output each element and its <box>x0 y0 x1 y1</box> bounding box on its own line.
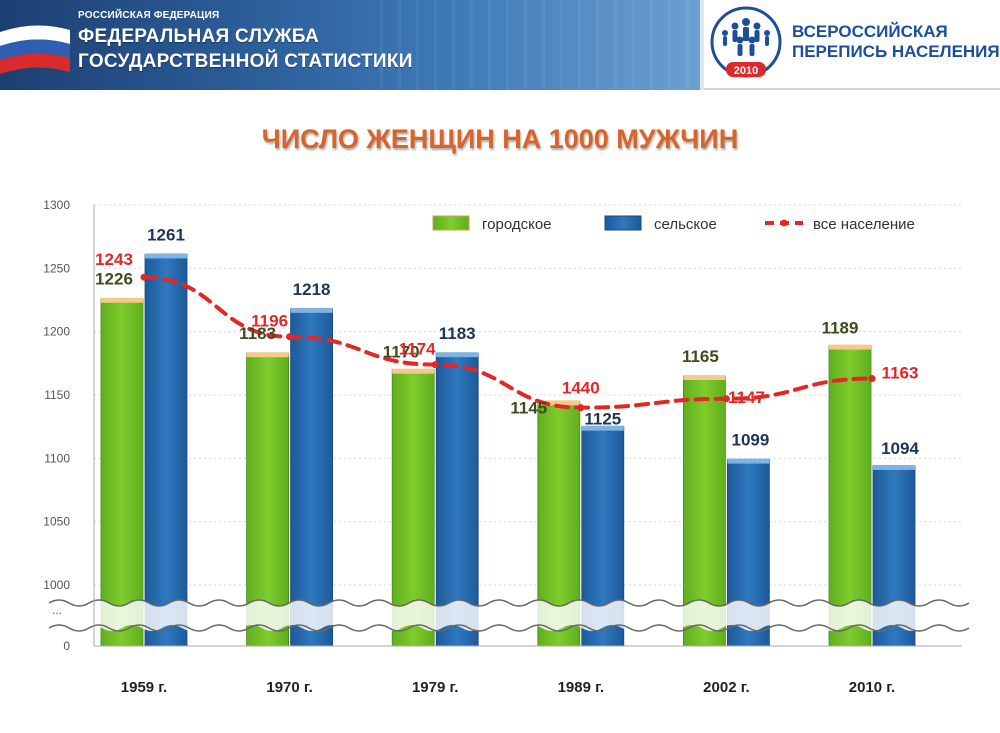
agency-country: РОССИЙСКАЯ ФЕДЕРАЦИЯ <box>78 10 220 21</box>
bar-urban-cap <box>537 400 580 406</box>
bar-urban <box>100 298 144 647</box>
data-label-total: 1163 <box>882 364 919 383</box>
legend-label-rural: сельское <box>654 216 717 233</box>
bar-urban <box>828 345 872 647</box>
data-label-rural: 1099 <box>731 431 769 450</box>
data-label-rural: 1094 <box>881 439 919 458</box>
x-tick-label: 2002 г. <box>703 679 749 696</box>
census-title-line2: ПЕРЕПИСЬ НАСЕЛЕНИЯ <box>792 42 1000 61</box>
data-label-urban: 1226 <box>95 270 133 289</box>
point-total-population <box>431 361 439 369</box>
axis-break-band <box>42 600 969 631</box>
point-total-population <box>577 404 585 412</box>
bar-rural-cap <box>581 425 624 431</box>
y-tick-label: 1000 <box>43 578 70 592</box>
y-tick-label: 1300 <box>43 198 70 212</box>
data-label-rural: 1218 <box>293 280 331 299</box>
bar-rural-cap <box>290 307 333 313</box>
data-label-total: 1243 <box>95 250 133 269</box>
header: РОССИЙСКАЯ ФЕДЕРАЦИЯ ФЕДЕРАЛЬНАЯ СЛУЖБА … <box>0 0 1000 90</box>
x-tick-label: 1989 г. <box>558 679 604 696</box>
bar-urban-cap <box>829 344 871 350</box>
legend-marker-total <box>780 219 788 227</box>
y-tick-label: 1250 <box>43 261 70 275</box>
bar-rural-cap <box>873 464 915 470</box>
x-tick-label: 2010 г. <box>849 679 895 696</box>
line-total-population <box>142 275 874 410</box>
census-banner: 2010 ВСЕРОССИЙСКАЯ ПЕРЕПИСЬ НАСЕЛЕНИЯ <box>704 0 1000 90</box>
data-label-urban: 1170 <box>383 343 420 362</box>
bar-urban-cap <box>392 368 435 374</box>
census-logo-icon: 2010 <box>710 6 782 78</box>
agency-name-line2: ГОСУДАРСТВЕННОЙ СТАТИСТИКИ <box>78 51 413 72</box>
banner-background-pattern <box>380 0 700 90</box>
point-total-population <box>286 333 294 341</box>
bar-urban-cap <box>246 352 289 358</box>
bar-rural <box>435 352 479 647</box>
bar-rural <box>290 308 334 647</box>
y-tick-label: 1200 <box>43 325 70 339</box>
bar-rural-cap <box>145 253 187 259</box>
legend-swatch-rural <box>604 215 642 231</box>
y-tick-label: 1150 <box>44 388 70 402</box>
banner-divider <box>700 0 704 90</box>
bar-rural <box>144 254 188 647</box>
chart-area: ... 1300 1250 1200 1150 1100 1050 1000 0 1959 г… <box>42 198 970 696</box>
data-label-total: 1440 <box>562 379 600 398</box>
point-total-population <box>868 375 876 383</box>
bar-urban-cap <box>101 297 143 303</box>
x-tick-label: 1970 г. <box>266 679 312 696</box>
data-label-urban: 1183 <box>239 324 276 343</box>
x-tick-label: 1959 г. <box>121 679 167 696</box>
data-label-urban: 1189 <box>822 319 859 338</box>
data-label-urban: 1165 <box>682 347 719 366</box>
data-label-rural: 1261 <box>147 225 185 244</box>
data-label-total: 1147 <box>728 388 765 407</box>
data-label-total: 1174 <box>399 340 436 359</box>
legend-label-urban: городское <box>482 216 552 233</box>
y-tick-label: 1050 <box>43 515 70 529</box>
russian-flag-icon <box>0 25 70 74</box>
point-total-population <box>140 273 148 281</box>
axis-break-marker: ... <box>52 603 62 617</box>
y-tick-label: 0 <box>63 639 70 653</box>
axis-break-line <box>48 599 970 607</box>
census-year: 2010 <box>734 65 758 77</box>
bar-urban <box>391 369 435 647</box>
data-label-rural: 1125 <box>584 410 621 429</box>
bar-rural-cap <box>727 458 770 464</box>
census-title-line1: ВСЕРОССИЙСКАЯ <box>792 22 948 41</box>
point-total-population <box>722 395 730 403</box>
data-label-total: 1196 <box>251 312 288 331</box>
legend-label-total: все население <box>813 216 915 233</box>
data-label-rural: 1183 <box>439 324 476 343</box>
x-tick-label: 1979 г. <box>412 679 458 696</box>
axis-break-line <box>48 624 970 632</box>
bar-urban <box>246 352 290 647</box>
bar-urban-cap <box>683 375 726 380</box>
y-tick-label: 1100 <box>44 451 70 465</box>
bar-rural-cap <box>436 352 479 358</box>
chart-title: ЧИСЛО ЖЕНЩИН НА 1000 МУЖЧИН <box>261 124 739 154</box>
data-label-urban: 1145 <box>510 398 547 417</box>
agency-name-line1: ФЕДЕРАЛЬНАЯ СЛУЖБА <box>78 26 320 47</box>
legend-swatch-urban <box>432 215 470 231</box>
rosstat-banner: РОССИЙСКАЯ ФЕДЕРАЦИЯ ФЕДЕРАЛЬНАЯ СЛУЖБА … <box>0 0 700 90</box>
